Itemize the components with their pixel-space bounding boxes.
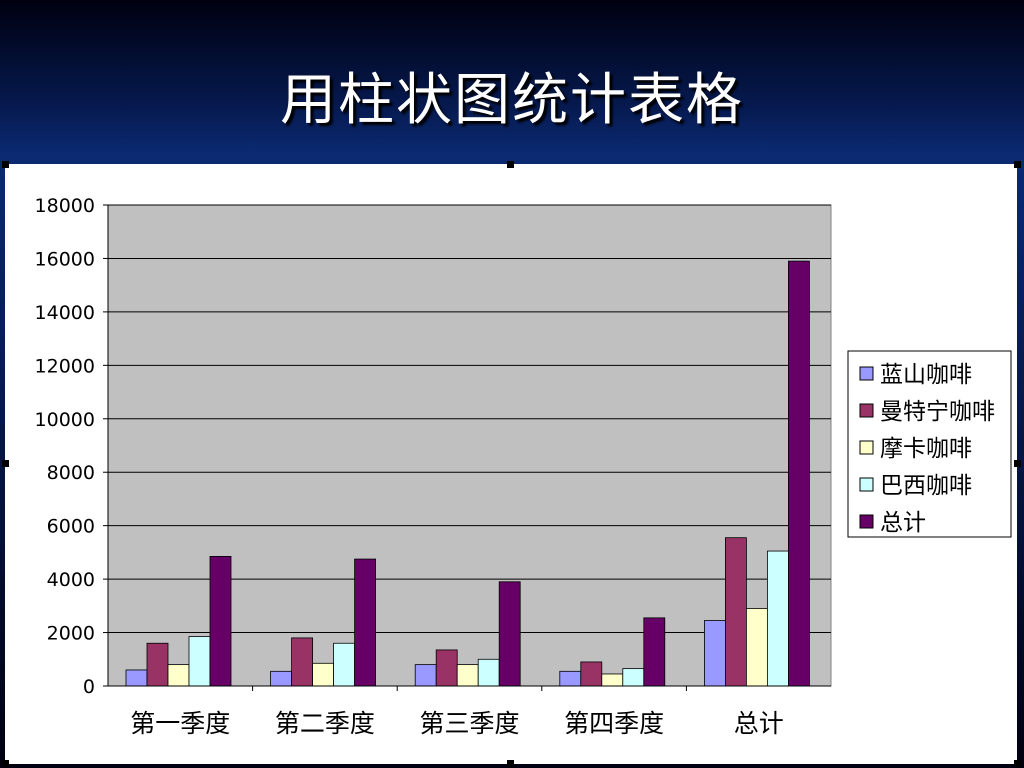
x-tick-label: 第二季度 — [275, 709, 375, 738]
y-tick-label: 6000 — [47, 516, 95, 538]
x-tick-label: 第四季度 — [564, 709, 664, 738]
bar[interactable] — [559, 670, 582, 687]
legend-swatch — [859, 440, 874, 455]
y-tick-label: 0 — [83, 676, 95, 698]
y-tick-label: 8000 — [47, 462, 95, 484]
bars — [125, 260, 810, 687]
bar[interactable] — [498, 581, 521, 687]
bar[interactable] — [209, 555, 232, 687]
legend-swatch — [859, 477, 874, 492]
legend-swatch — [859, 514, 874, 529]
selection-handle-top-left[interactable] — [2, 161, 9, 168]
bar[interactable] — [643, 617, 666, 687]
slide-title: 用柱状图统计表格 — [280, 68, 744, 133]
y-tick-label: 10000 — [35, 409, 95, 431]
legend-swatch — [859, 403, 874, 418]
y-tick-label: 18000 — [35, 195, 95, 217]
bar[interactable] — [725, 537, 747, 687]
bar[interactable] — [146, 642, 169, 687]
bar[interactable] — [414, 664, 437, 687]
legend-label: 曼特宁咖啡 — [880, 399, 995, 425]
y-tick-label: 4000 — [47, 569, 95, 591]
bar[interactable] — [188, 636, 211, 687]
selection-handle-bottom-mid[interactable] — [507, 760, 514, 767]
legend-swatch — [859, 366, 874, 381]
legend-label: 总计 — [880, 510, 926, 536]
bar[interactable] — [477, 658, 500, 687]
bar[interactable] — [125, 669, 148, 687]
x-tick-label: 第三季度 — [419, 709, 519, 738]
x-axis-ticks: 第一季度 第二季度 第三季度 第四季度 总计 — [130, 686, 784, 738]
legend-label: 摩卡咖啡 — [880, 436, 972, 462]
bar[interactable] — [333, 642, 356, 687]
bar[interactable] — [622, 668, 645, 687]
y-axis-ticks: 0 2000 4000 6000 8000 10000 12000 14000 16000 180… — [35, 195, 108, 698]
bar[interactable] — [456, 664, 479, 687]
bar[interactable] — [291, 637, 314, 687]
bar[interactable] — [270, 670, 293, 687]
y-tick-label: 16000 — [35, 248, 95, 270]
x-tick-label: 总计 — [734, 709, 784, 738]
legend-label: 巴西咖啡 — [880, 473, 972, 499]
selection-handle-mid-right[interactable] — [1014, 460, 1021, 467]
bar[interactable] — [788, 260, 810, 687]
legend-label: 蓝山咖啡 — [880, 362, 972, 388]
bar[interactable] — [601, 673, 624, 687]
bar[interactable] — [704, 620, 726, 687]
x-tick-label: 第一季度 — [130, 709, 230, 738]
selection-handle-mid-left[interactable] — [2, 460, 9, 467]
selection-handle-bottom-right[interactable] — [1014, 760, 1021, 767]
selection-handle-bottom-left[interactable] — [2, 760, 9, 767]
bar[interactable] — [167, 664, 190, 687]
bar-chart: 0 2000 4000 6000 8000 10000 12000 14000 16000 180… — [35, 195, 1012, 738]
bar[interactable] — [435, 649, 458, 687]
legend-box — [847, 350, 1012, 538]
y-tick-label: 12000 — [35, 355, 95, 377]
selection-handle-top-right[interactable] — [1014, 161, 1021, 168]
y-tick-label: 14000 — [35, 302, 95, 324]
selection-handle-top-mid[interactable] — [507, 161, 514, 168]
y-tick-label: 2000 — [47, 623, 95, 645]
bar[interactable] — [580, 661, 603, 687]
bar[interactable] — [354, 558, 377, 687]
chart-panel[interactable]: 0 2000 4000 6000 8000 10000 12000 14000 16000 180… — [5, 164, 1017, 764]
bar[interactable] — [767, 550, 789, 687]
bar[interactable] — [312, 662, 335, 687]
bar[interactable] — [746, 608, 768, 687]
